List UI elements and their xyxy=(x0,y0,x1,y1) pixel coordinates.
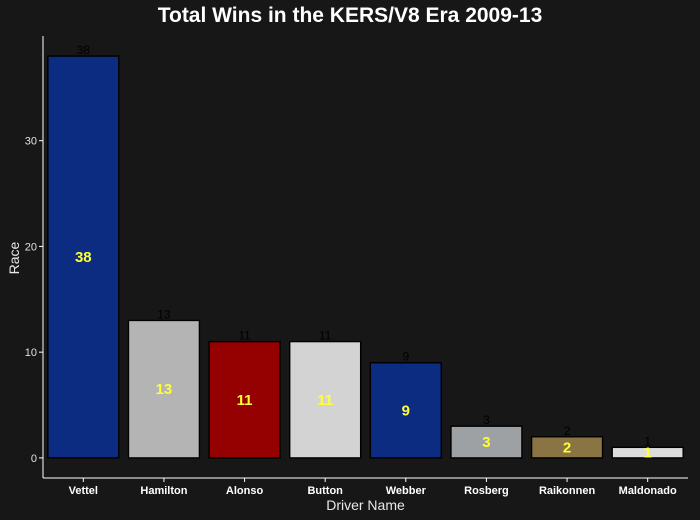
x-tick-label: Raikonnen xyxy=(539,485,596,497)
bar-top-value-label: 11 xyxy=(238,329,251,343)
bar-value-label: 38 xyxy=(75,249,92,266)
bar-hamilton xyxy=(127,319,201,459)
y-tick-label: 30 xyxy=(25,136,37,148)
x-tick-label: Rosberg xyxy=(464,485,509,497)
bar-maldonado xyxy=(611,446,684,459)
bar-vettel xyxy=(47,55,120,459)
bar-top-value-label: 38 xyxy=(77,43,91,57)
bar-top-value-label: 2 xyxy=(564,424,571,438)
bar-value-label: 13 xyxy=(156,381,173,398)
bar-top-value-label: 13 xyxy=(157,307,171,321)
bar-top-value-label: 1 xyxy=(644,434,651,448)
bar-rosberg xyxy=(450,425,523,459)
bar-top-value-label: 3 xyxy=(483,413,490,427)
bar-value-label: 2 xyxy=(563,439,571,456)
bar-value-label: 9 xyxy=(402,402,410,419)
bar-button xyxy=(289,340,362,459)
y-tick-label: 20 xyxy=(25,241,37,253)
x-tick-label: Hamilton xyxy=(140,485,187,497)
bar-top-value-label: 11 xyxy=(319,329,332,343)
bar-raikonnen xyxy=(530,436,604,459)
y-axis-label: Race xyxy=(6,241,22,275)
bar-alonso xyxy=(208,340,281,459)
bar-value-label: 11 xyxy=(237,392,253,409)
bar-webber xyxy=(369,362,442,459)
x-tick-label: Alonso xyxy=(226,485,264,497)
bar-top-value-label: 9 xyxy=(402,350,409,364)
bar-value-label: 1 xyxy=(644,445,652,462)
x-tick-label: Webber xyxy=(386,485,427,497)
chart-title: Total Wins in the KERS/V8 Era 2009-13 xyxy=(157,4,543,27)
x-axis-label: Driver Name xyxy=(326,497,405,513)
bar-value-label: 3 xyxy=(482,434,490,451)
bar-value-label: 11 xyxy=(317,392,333,409)
x-tick-label: Maldonado xyxy=(619,485,677,497)
x-tick-label: Button xyxy=(307,485,343,497)
y-tick-label: 10 xyxy=(25,347,37,359)
y-tick-label: 0 xyxy=(31,453,37,465)
x-tick-label: Vettel xyxy=(69,485,98,497)
